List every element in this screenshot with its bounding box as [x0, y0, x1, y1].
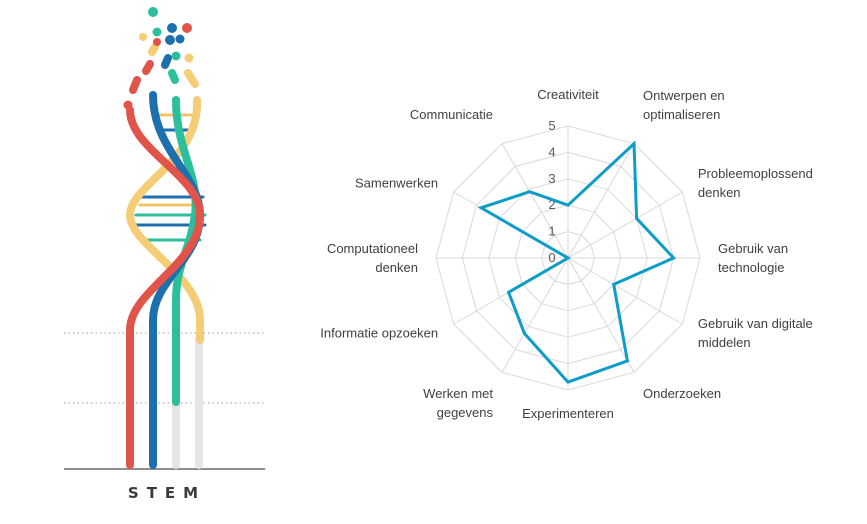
tick-label: 0 [548, 250, 555, 265]
category-label: Communicatie [410, 107, 493, 122]
category-label: denken [698, 185, 741, 200]
tick-label: 4 [548, 144, 555, 159]
grid-spoke [567, 143, 635, 259]
category-label: optimaliseren [643, 107, 720, 122]
tick-label: 1 [548, 224, 555, 239]
category-label: Creativiteit [537, 87, 599, 102]
category-label: Computationeel [327, 241, 418, 256]
category-label: Informatie opzoeken [320, 326, 438, 341]
tick-label: 2 [548, 197, 555, 212]
grid-spoke [501, 143, 569, 259]
category-label: Gebruik van digitale [698, 316, 813, 331]
dna-fragments [129, 43, 199, 94]
tick-label: 3 [548, 171, 555, 186]
radar-category-labels: Creativiteit Ontwerpen en optimaliseren Pro… [320, 87, 813, 421]
dna-dots [123, 7, 194, 110]
category-label: Ontwerpen en [643, 88, 725, 103]
radar-grid [435, 125, 701, 391]
category-label: Onderzoeken [643, 386, 721, 401]
radar-series [477, 140, 677, 384]
radar-tick-labels: 0 1 2 3 4 5 [548, 118, 555, 265]
category-label: Gebruik van [718, 241, 788, 256]
category-label: Experimenteren [522, 406, 614, 421]
grid-spoke [567, 257, 683, 325]
category-label: gegevens [437, 405, 494, 420]
grid-spoke [501, 257, 569, 373]
category-label: middelen [698, 335, 751, 350]
category-label: denken [375, 260, 418, 275]
category-label: technologie [718, 260, 785, 275]
grid-spoke [567, 257, 635, 373]
category-label: Probleemoplossend [698, 166, 813, 181]
tick-label: 5 [548, 118, 555, 133]
grid-spoke [567, 191, 683, 259]
category-label: Samenwerken [355, 176, 438, 191]
stem-wordmark: STEM [127, 484, 207, 502]
category-label: Werken met [423, 386, 493, 401]
